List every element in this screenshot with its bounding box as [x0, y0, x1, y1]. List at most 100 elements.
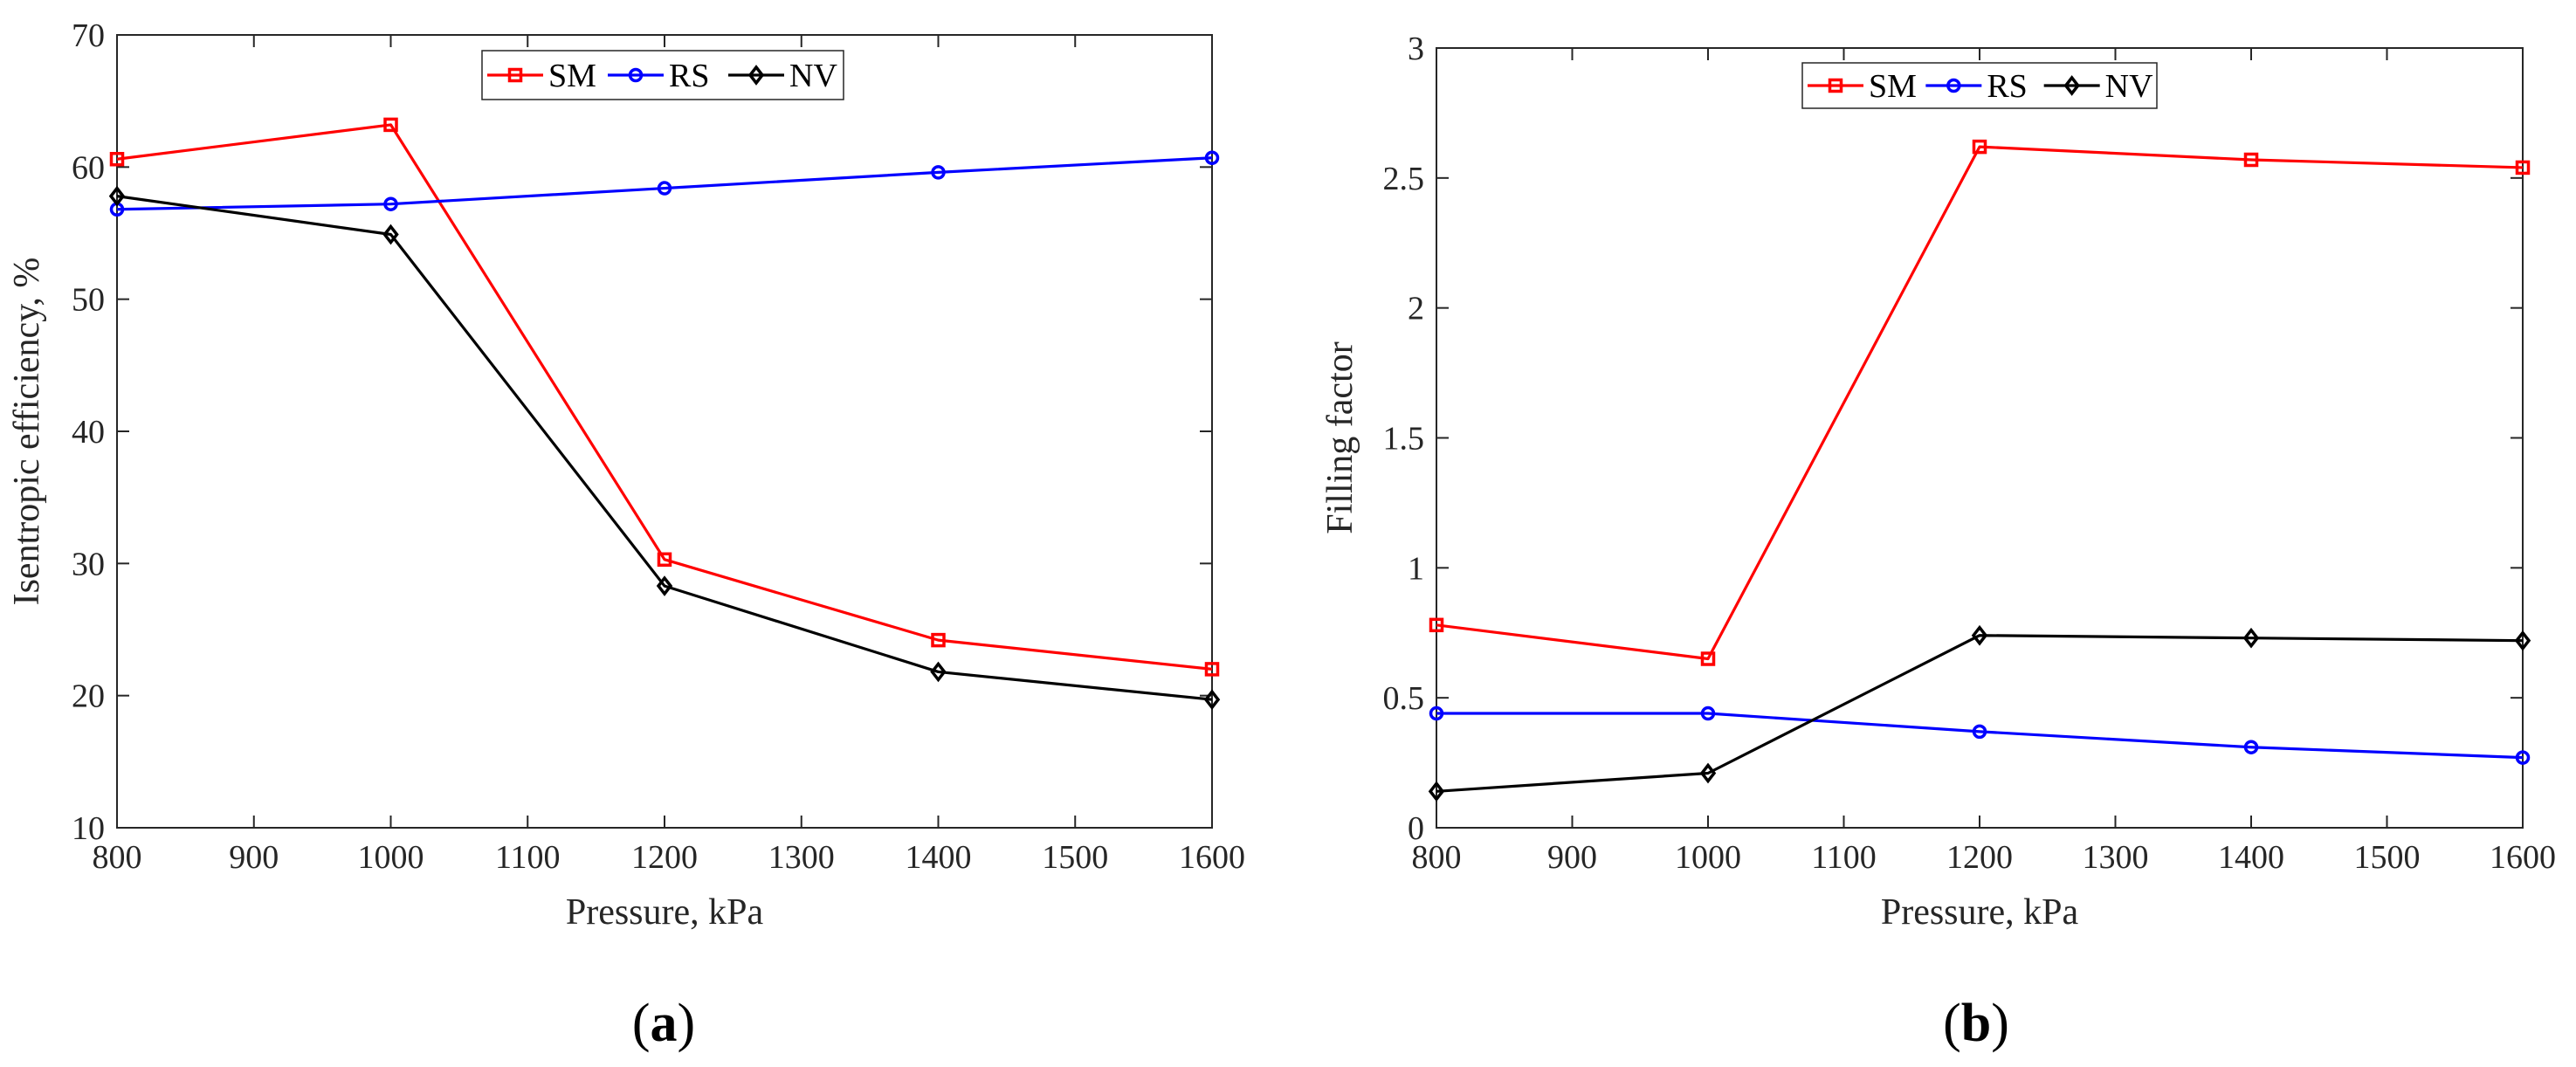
plot-frame-b	[1436, 47, 2524, 829]
x-tick-label-a-5: 1300	[768, 839, 835, 876]
x-tick-label-b-2: 1000	[1675, 839, 1741, 876]
y-tick-label-a-4: 50	[72, 282, 105, 319]
x-tick-label-a-2: 1000	[358, 839, 424, 876]
point-a-RS-1200	[657, 181, 672, 196]
series-line-a-SM	[116, 123, 1213, 671]
point-a-NV-800	[108, 185, 126, 207]
legend-marker-b-RS	[1946, 78, 1961, 93]
x-tick-label-a-8: 1600	[1179, 839, 1245, 876]
x-tick-label-b-6: 1400	[2218, 839, 2284, 876]
series-line-b-SM	[1436, 145, 2524, 661]
point-a-SM-1400	[931, 632, 946, 648]
y-tick-label-a-2: 30	[72, 546, 105, 582]
legend-label-a-NV: NV	[789, 58, 837, 94]
point-b-RS-1200	[1972, 724, 1987, 740]
x-tick-label-a-6: 1400	[906, 839, 972, 876]
legend-label-b-RS: RS	[1987, 68, 2027, 105]
legend-label-a-RS: RS	[669, 58, 709, 94]
point-a-RS-1600	[1204, 150, 1220, 165]
point-b-SM-1000	[1700, 651, 1716, 666]
legend-marker-a-RS	[628, 67, 644, 83]
point-a-SM-1600	[1204, 662, 1220, 677]
x-tick-label-a-1: 900	[229, 839, 279, 876]
point-b-SM-800	[1429, 617, 1444, 633]
x-tick-label-a-0: 800	[93, 839, 142, 876]
point-a-RS-1400	[931, 165, 946, 180]
point-a-SM-1200	[657, 552, 672, 568]
panel-label-a: (a)	[632, 994, 695, 1053]
series-b-SM	[1429, 139, 2531, 666]
point-b-RS-1400	[2243, 740, 2259, 754]
point-b-RS-1000	[1700, 706, 1716, 721]
panel-label-open-a: (	[632, 994, 651, 1053]
legend-marker-a-NV	[747, 65, 765, 86]
y-axis-title-a: Isentropic efficiency, %	[7, 258, 47, 606]
point-b-NV-800	[1428, 781, 1445, 802]
x-tick-label-b-7: 1500	[2354, 839, 2421, 876]
series-a-SM	[109, 117, 1220, 677]
point-a-NV-1000	[382, 224, 399, 245]
y-tick-label-b-5: 2.5	[1383, 161, 1425, 197]
x-tick-label-b-0: 800	[1412, 839, 1462, 876]
point-a-SM-1000	[383, 117, 398, 133]
y-tick-label-a-0: 10	[72, 810, 105, 847]
point-b-SM-1400	[2243, 152, 2259, 168]
x-tick-label-a-4: 1200	[631, 839, 698, 876]
x-axis-title-a: Pressure, kPa	[566, 892, 764, 933]
y-tick-label-b-1: 0.5	[1383, 680, 1425, 717]
y-tick-label-b-3: 1.5	[1383, 421, 1425, 458]
point-b-NV-1200	[1971, 624, 1988, 646]
panel-label-close-b: )	[1991, 994, 2009, 1053]
legend-label-b-SM: SM	[1869, 68, 1917, 105]
series-line-b-NV	[1436, 634, 2524, 793]
legend-b: SM RS NV	[1801, 62, 2158, 109]
y-tick-label-b-6: 3	[1408, 31, 1424, 67]
panel-label-close-a: )	[678, 994, 696, 1053]
legend-label-a-SM: SM	[548, 58, 596, 94]
point-a-SM-800	[109, 152, 125, 167]
chart-a: 800 900 1000 1100 1200 1300 1400 1500 1600 10 20 30…	[7, 17, 1245, 1053]
y-tick-label-a-5: 60	[72, 149, 105, 186]
x-tick-label-b-1: 900	[1547, 839, 1597, 876]
y-tick-label-a-3: 40	[72, 414, 105, 451]
legend-marker-b-NV	[2063, 75, 2080, 96]
series-line-a-RS	[116, 156, 1213, 211]
point-a-RS-1000	[383, 196, 398, 211]
series-line-b-RS	[1436, 712, 2524, 760]
panel-label-letter-b: b	[1961, 994, 1991, 1053]
series-a-NV	[108, 185, 1221, 711]
legend-label-b-NV: NV	[2105, 68, 2153, 105]
x-tick-label-b-3: 1100	[1811, 839, 1877, 876]
x-axis-title-b: Pressure, kPa	[1881, 892, 2079, 933]
x-tick-label-a-3: 1100	[495, 839, 561, 876]
plot-frame-a	[116, 34, 1213, 829]
x-tick-label-b-8: 1600	[2490, 839, 2556, 876]
y-tick-label-b-0: 0	[1408, 810, 1424, 847]
point-b-NV-1600	[2514, 630, 2531, 651]
legend-marker-b-SM	[1828, 78, 1843, 93]
point-b-NV-1000	[1699, 762, 1717, 784]
point-b-RS-800	[1429, 706, 1444, 721]
point-b-NV-1400	[2242, 627, 2260, 649]
x-tick-label-b-4: 1200	[1946, 839, 2013, 876]
point-a-NV-1200	[656, 575, 673, 596]
legend-marker-a-SM	[507, 67, 523, 83]
point-b-SM-1600	[2515, 160, 2531, 176]
y-tick-label-b-4: 2	[1408, 291, 1424, 327]
y-tick-label-a-1: 20	[72, 678, 105, 715]
series-b-NV	[1428, 624, 2531, 802]
series-line-a-NV	[116, 195, 1213, 701]
x-tick-label-b-5: 1300	[2083, 839, 2149, 876]
y-tick-label-a-6: 70	[72, 17, 105, 54]
x-tick-label-a-7: 1500	[1042, 839, 1108, 876]
chart-b: 800 900 1000 1100 1200 1300 1400 1500 1600 0 0.5 1 1…	[1320, 31, 2556, 1053]
point-a-NV-1400	[930, 661, 947, 683]
panel-label-letter-a: a	[651, 994, 678, 1053]
point-b-RS-1600	[2515, 750, 2531, 765]
series-a-RS	[109, 150, 1220, 217]
y-tick-label-b-2: 1	[1408, 550, 1424, 587]
panel-label-open-b: (	[1943, 994, 1961, 1053]
panel-label-b: (b)	[1943, 994, 2009, 1053]
y-axis-title-b: Filling factor	[1320, 341, 1360, 534]
